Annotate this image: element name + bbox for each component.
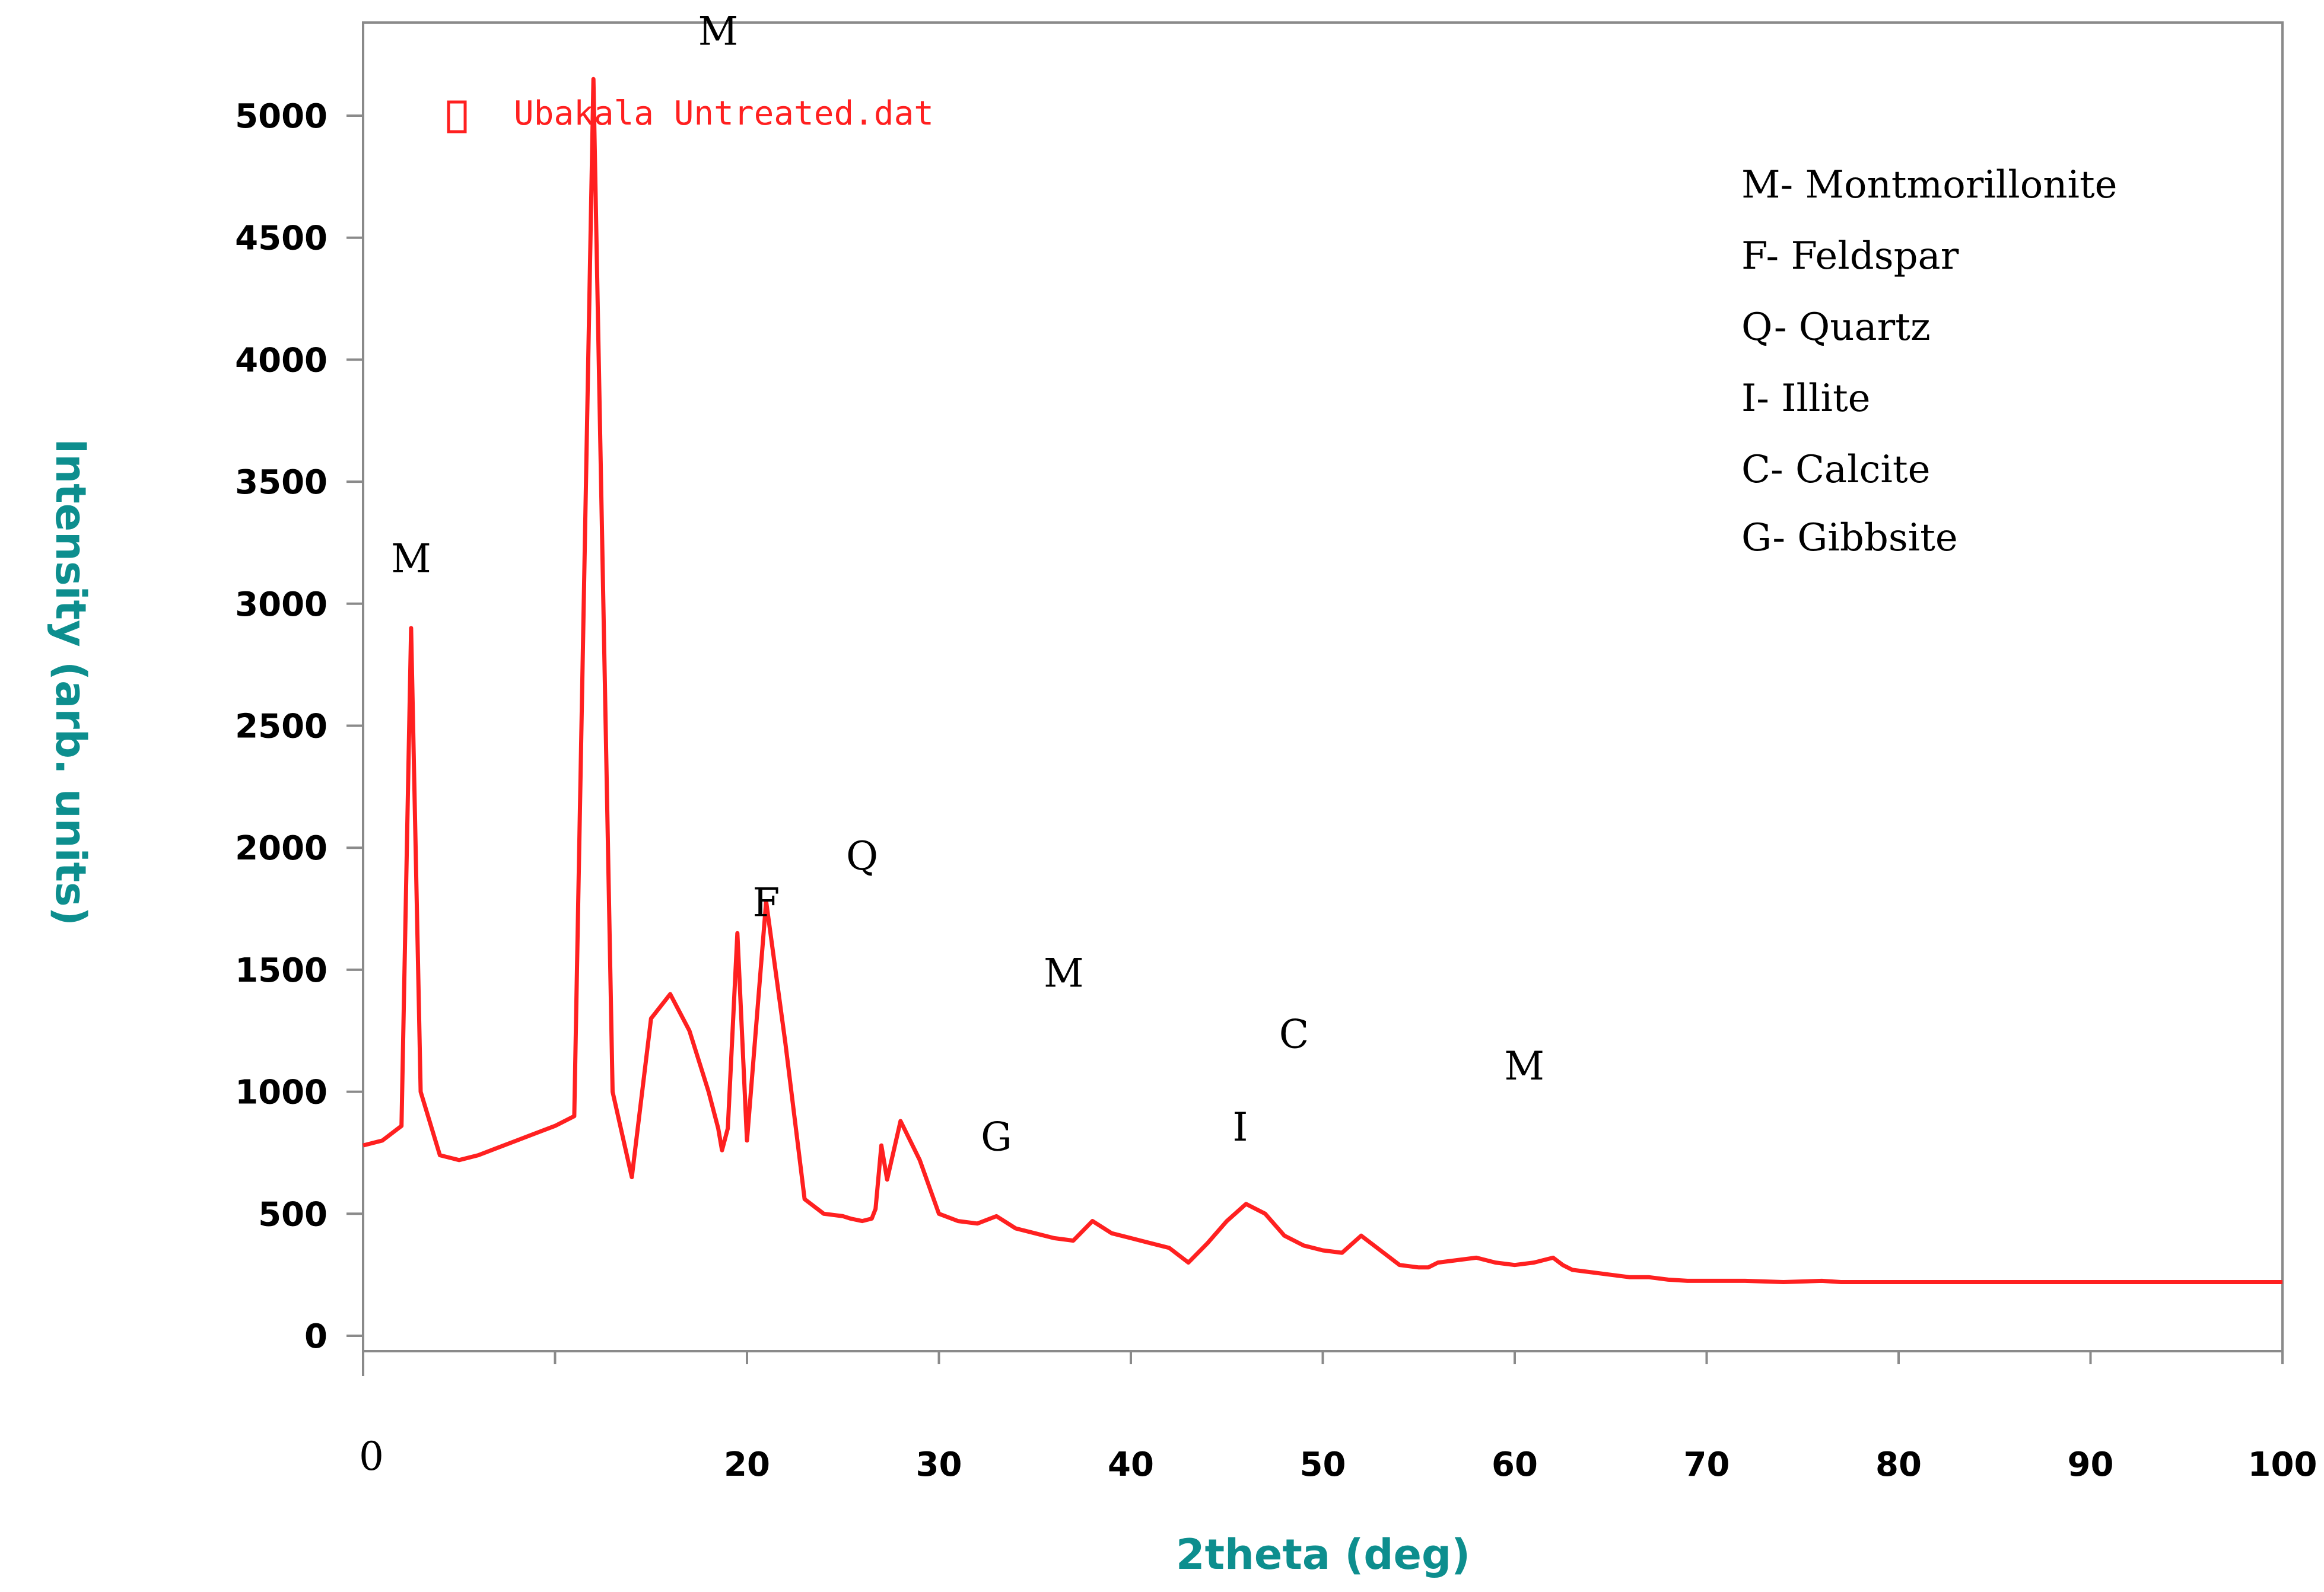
x-tick-label: 100 — [2248, 1445, 2317, 1484]
key-item-calcite: C- Calcite — [1741, 448, 1930, 492]
legend-label: Ubakala Untreated.dat — [514, 94, 934, 133]
x-tick-label: 40 — [1108, 1445, 1154, 1484]
peak-label: M — [391, 536, 431, 581]
y-tick-label: 1000 — [235, 1074, 328, 1112]
y-tick-label: 500 — [258, 1195, 328, 1234]
peak-labels: M M F Q G M IC M — [391, 9, 1544, 1160]
peak-label: M — [1504, 1043, 1544, 1089]
key-item-feldspar: F- Feldspar — [1741, 234, 1959, 278]
y-tick-label: 2500 — [235, 708, 328, 746]
peak-label: G — [981, 1114, 1012, 1160]
key-item-montmorillonite: M- Montmorillonite — [1741, 163, 2118, 207]
series-line — [363, 77, 2282, 1284]
key-item-quartz: Q- Quartz — [1741, 305, 1931, 349]
x-tick-label: 30 — [916, 1445, 962, 1484]
x-tick-label: 0 — [359, 1434, 384, 1479]
legend: Ubakala Untreated.dat — [447, 94, 934, 133]
y-tick-label: 4000 — [235, 341, 328, 380]
x-tick-label: 70 — [1684, 1445, 1730, 1484]
peak-label: F — [752, 880, 780, 925]
peak-label: I — [1232, 1104, 1248, 1150]
x-tick-label: 60 — [1492, 1445, 1538, 1484]
key-item-gibbsite: G- Gibbsite — [1741, 516, 1958, 560]
x-tick-label: 90 — [2068, 1445, 2114, 1484]
y-ticks: 0 500 1000 1500 2000 2500 3000 3500 4000 4500 5000 — [235, 97, 363, 1356]
peak-label: C — [1279, 1012, 1309, 1058]
peak-label: Q — [846, 833, 878, 879]
y-tick-label: 0 — [304, 1317, 328, 1356]
y-tick-label: 2000 — [235, 829, 328, 868]
y-tick-label: 1500 — [235, 951, 328, 990]
legend-marker — [447, 100, 467, 133]
mineral-key: M- Montmorillonite F- Feldspar Q- Quartz… — [1741, 163, 2118, 560]
key-item-illite: I- Illite — [1741, 377, 1871, 421]
x-axis-title: 2theta (deg) — [1176, 1530, 1470, 1579]
y-tick-label: 5000 — [235, 97, 328, 136]
y-tick-label: 3000 — [235, 585, 328, 624]
y-axis-title: Intensity (arb. units) — [46, 438, 95, 925]
peak-label: M — [698, 9, 739, 55]
y-tick-label: 3500 — [235, 463, 328, 502]
y-tick-label: 4500 — [235, 219, 328, 258]
x-tick-label: 80 — [1875, 1445, 1922, 1484]
x-ticks: 0 20 30 40 50 60 70 80 90 100 — [359, 1351, 2317, 1484]
x-tick-label: 20 — [724, 1445, 770, 1484]
x-tick-label: 50 — [1300, 1445, 1346, 1484]
peak-label: M — [1044, 951, 1084, 996]
plot-frame — [362, 21, 2284, 1352]
